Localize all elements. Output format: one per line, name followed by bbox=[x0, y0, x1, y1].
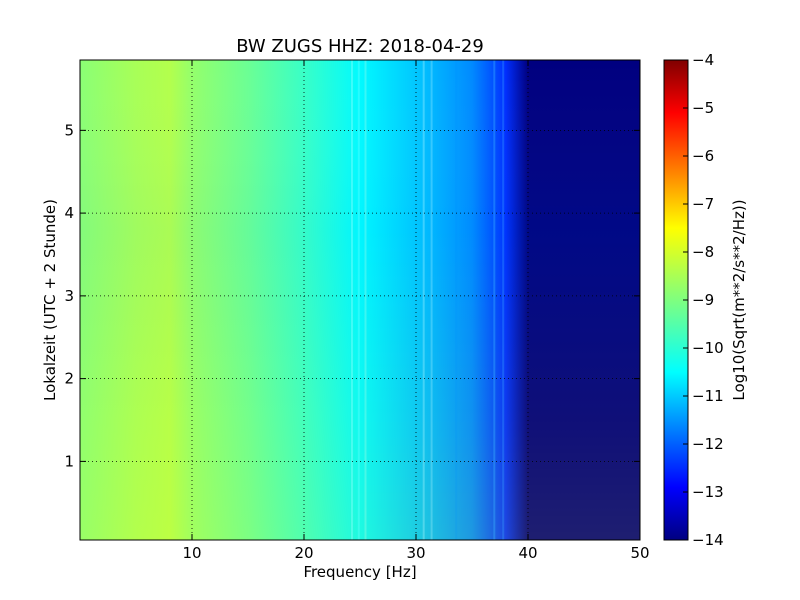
x-tick-label: 10 bbox=[182, 544, 201, 562]
stripe-0 bbox=[351, 60, 353, 540]
colorbar-tick-label: −8 bbox=[692, 243, 714, 261]
colorbar-tick-label: −14 bbox=[692, 531, 724, 549]
y-axis-ticks: 1 2 3 4 5 bbox=[64, 121, 640, 470]
colorbar-label: Log10(Sqrt(m**2/s**2/Hz)) bbox=[730, 199, 748, 400]
colorbar-tick-label: −5 bbox=[692, 99, 714, 117]
colorbar-ticks: −4 −5 −6 −7 −8 −9 −10 −11 −12 −13 −14 bbox=[683, 51, 724, 549]
colorbar-tick-label: −11 bbox=[692, 387, 724, 405]
time-variation-overlay bbox=[80, 60, 640, 540]
chart-title: BW ZUGS HHZ: 2018-04-29 bbox=[236, 36, 484, 57]
stripe-5 bbox=[493, 60, 496, 540]
y-tick-label: 2 bbox=[64, 370, 74, 388]
colorbar-tick-label: −9 bbox=[692, 291, 714, 309]
y-tick-label: 1 bbox=[64, 452, 74, 470]
plot-area: 10 20 30 40 50 1 2 3 4 5 bbox=[64, 59, 650, 562]
colorbar-tick-label: −13 bbox=[692, 483, 724, 501]
x-tick-label: 40 bbox=[518, 544, 537, 562]
y-tick-label: 5 bbox=[64, 121, 74, 139]
grid bbox=[80, 60, 640, 540]
colorbar-tick-label: −4 bbox=[692, 51, 714, 69]
stripe-6 bbox=[502, 60, 505, 540]
x-tick-label: 20 bbox=[294, 544, 313, 562]
x-axis-ticks: 10 20 30 40 50 bbox=[182, 60, 650, 562]
spectral-line-stripes bbox=[351, 60, 505, 540]
stripe-4 bbox=[430, 60, 433, 540]
stripe-2 bbox=[364, 60, 367, 540]
colorbar-tick-label: −6 bbox=[692, 147, 714, 165]
y-axis-label: Lokalzeit (UTC + 2 Stunde) bbox=[41, 199, 59, 401]
colorbar: −4 −5 −6 −7 −8 −9 −10 −11 −12 −13 −14 bbox=[663, 51, 724, 549]
y-tick-label: 3 bbox=[64, 287, 74, 305]
x-axis-label: Frequency [Hz] bbox=[303, 563, 416, 581]
stripe-1 bbox=[357, 60, 360, 540]
x-tick-label: 30 bbox=[406, 544, 425, 562]
colorbar-tick-label: −12 bbox=[692, 435, 724, 453]
stripe-7 bbox=[455, 60, 458, 540]
x-tick-label: 50 bbox=[630, 544, 649, 562]
colorbar-tick-label: −7 bbox=[692, 195, 714, 213]
y-tick-label: 4 bbox=[64, 204, 74, 222]
plot-frame bbox=[79, 59, 641, 541]
stripe-3 bbox=[422, 60, 425, 540]
colorbar-tick-label: −10 bbox=[692, 339, 724, 357]
